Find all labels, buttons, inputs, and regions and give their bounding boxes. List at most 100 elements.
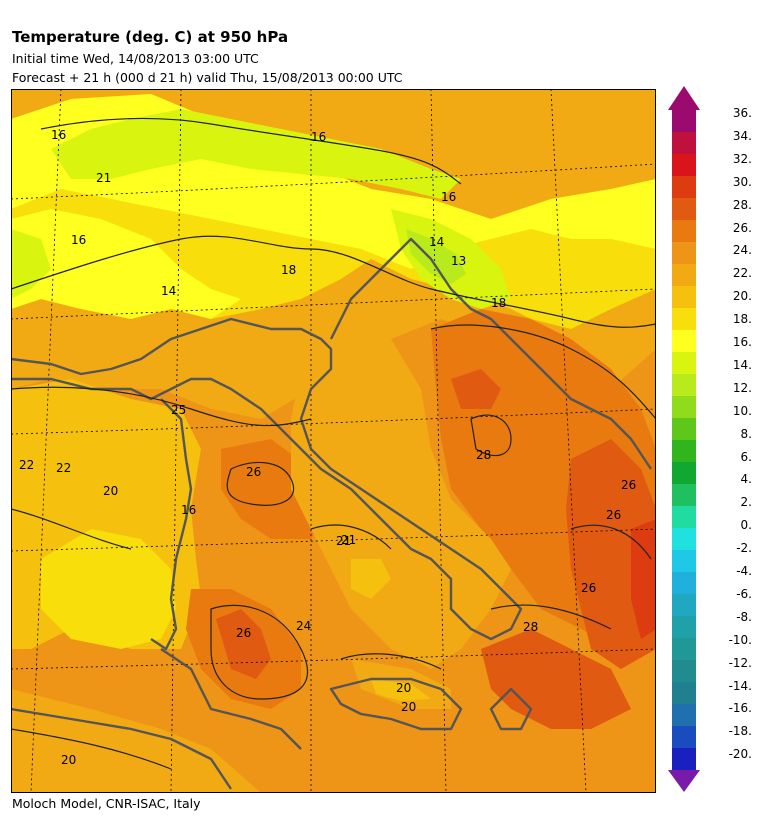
contour-label: 13 [451, 254, 466, 268]
legend-label: 32. [732, 151, 752, 166]
contour-label: 16 [51, 128, 66, 142]
field-14-alps [51, 109, 461, 199]
contour-label: 21 [336, 534, 351, 548]
legend-color-20 [672, 550, 696, 573]
field-28-tyrrhenian [216, 609, 271, 679]
legend-label: 10. [732, 403, 752, 418]
contour-label: 26 [581, 581, 596, 595]
chart-title: Temperature (deg. C) at 950 hPa [12, 28, 289, 46]
color-legend [668, 86, 700, 792]
contour-label: 22 [56, 461, 71, 475]
legend-label: -10. [728, 632, 752, 647]
legend-label: 20. [732, 289, 752, 304]
legend-color-11 [672, 352, 696, 375]
legend-color-2 [672, 154, 696, 177]
legend-color-26 [672, 682, 696, 705]
contour-label: 16 [71, 233, 86, 247]
contour-label: 21 [341, 533, 356, 547]
legend-color-5 [672, 220, 696, 243]
legend-color-29 [672, 748, 696, 771]
legend-label: 18. [732, 312, 752, 327]
field-20-sicily [371, 679, 431, 701]
field-30-east [631, 519, 656, 639]
legend-label: 22. [732, 266, 752, 281]
legend-color-10 [672, 330, 696, 353]
contour-label: 18 [491, 296, 506, 310]
contour-label: 20 [396, 681, 411, 695]
field-italy [291, 319, 511, 669]
legend-label: -14. [728, 678, 752, 693]
field-22-south [351, 559, 391, 599]
legend-color-6 [672, 242, 696, 265]
legend-label: 12. [732, 380, 752, 395]
legend-color-24 [672, 638, 696, 661]
legend-color-17 [672, 484, 696, 507]
field-sardinia [41, 529, 176, 649]
legend-color-0 [672, 110, 696, 133]
field-24-south [291, 649, 491, 793]
legend-label: -18. [728, 724, 752, 739]
forecast-valid-time: Forecast + 21 h (000 d 21 h) valid Thu, … [12, 70, 403, 85]
contour-label: 28 [476, 448, 491, 462]
legend-color-18 [672, 506, 696, 529]
field-13 [406, 229, 466, 284]
legend-color-14 [672, 418, 696, 441]
legend-label: -16. [728, 701, 752, 716]
legend-color-25 [672, 660, 696, 683]
field-16-west [11, 209, 241, 319]
legend-label: 2. [740, 495, 752, 510]
contour-label: 20 [61, 753, 76, 767]
legend-label: -6. [736, 586, 752, 601]
legend-label: 14. [732, 357, 752, 372]
contour-label: 16 [311, 130, 326, 144]
field-14-west [11, 229, 51, 299]
contour-label: 16 [441, 190, 456, 204]
field-22-southwest [11, 689, 261, 793]
legend-color-13 [672, 396, 696, 419]
contour-label: 16 [181, 503, 196, 517]
legend-color-22 [672, 594, 696, 617]
map-frame [11, 89, 656, 793]
legend-label: 6. [740, 449, 752, 464]
legend-label: -8. [736, 609, 752, 624]
legend-label: 28. [732, 197, 752, 212]
legend-color-9 [672, 308, 696, 331]
contour-labels: 16 16 16 16 14 13 14 18 18 21 22 22 25 26 20 16 21 26 24 26… [19, 128, 636, 767]
legend-label: 8. [740, 426, 752, 441]
legend-label: -12. [728, 655, 752, 670]
contour-label: 14 [161, 284, 176, 298]
contour-label: 18 [281, 263, 296, 277]
legend-color-27 [672, 704, 696, 727]
legend-color-4 [672, 198, 696, 221]
legend-label: -4. [736, 564, 752, 578]
legend-color-19 [672, 528, 696, 551]
legend-arrow-top [668, 86, 700, 110]
contour-label: 22 [19, 458, 34, 472]
legend-color-3 [672, 176, 696, 199]
contour-label: 20 [103, 484, 118, 498]
temperature-map: 16 16 16 16 14 13 14 18 18 21 22 22 25 26 20 16 21 26 24 26… [11, 89, 656, 793]
contour-label: 20 [401, 700, 416, 714]
contour-label: 21 [96, 171, 111, 185]
coastlines [11, 237, 652, 790]
contour-label: 25 [171, 403, 186, 417]
initial-time: Initial time Wed, 14/08/2013 03:00 UTC [12, 51, 259, 66]
field-28-south [481, 629, 631, 729]
legend-label: 36. [732, 106, 752, 120]
legend-color-1 [672, 132, 696, 155]
contour-label: 26 [246, 465, 261, 479]
contour-label: 26 [236, 626, 251, 640]
legend-color-16 [672, 462, 696, 485]
legend-color-7 [672, 264, 696, 287]
legend-label: 0. [740, 518, 752, 533]
field-28-adriatic [451, 369, 501, 409]
legend-label: 26. [732, 220, 752, 235]
legend-label: 16. [732, 335, 752, 349]
graticule [11, 89, 656, 793]
legend-color-23 [672, 616, 696, 639]
contour-label: 26 [621, 478, 636, 492]
field-28-east [566, 439, 656, 669]
contour-label: 28 [523, 620, 538, 634]
legend-label: -2. [736, 541, 752, 556]
contour-label: 14 [429, 235, 444, 249]
